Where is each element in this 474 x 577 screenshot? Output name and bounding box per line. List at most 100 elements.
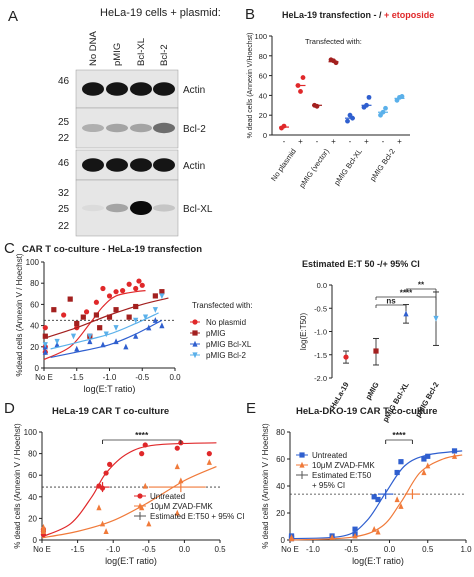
legend-label: Estimated E:T50 xyxy=(312,471,372,480)
data-point xyxy=(142,482,148,489)
y-tick-label: 20 xyxy=(30,343,39,352)
chart-C-left: 0 20 40 60 80 100 -1.5 -1.0 -0.5 0.0 No E log(E:T r… xyxy=(15,244,253,394)
y-tick-label: -0.5 xyxy=(314,304,327,313)
data-point xyxy=(352,526,358,532)
blot-label: Bcl-XL xyxy=(183,204,213,215)
data-point xyxy=(425,462,431,469)
data-point xyxy=(375,528,381,535)
blot-band xyxy=(106,82,128,96)
x-tick-label: -1.5 xyxy=(71,545,85,554)
fit-curve xyxy=(50,319,163,358)
y-tick-label: 100 xyxy=(26,258,40,267)
blot-band xyxy=(130,82,152,96)
legend-label: Estimated E:T50 + 95% CI xyxy=(150,512,245,521)
y-tick-label: 80 xyxy=(28,450,37,459)
x-tick-label-no-e: No E xyxy=(33,545,51,554)
blot-band xyxy=(82,158,104,172)
data-point xyxy=(107,461,113,467)
blot-band xyxy=(153,204,175,212)
data-point xyxy=(174,463,180,470)
data-point xyxy=(126,281,132,287)
estimate-point xyxy=(373,348,379,354)
data-point xyxy=(97,325,103,331)
panel-c-right-title: Estimated E:T 50 -/+ 95% CI xyxy=(302,259,420,269)
y-tick-label: 100 xyxy=(24,428,38,437)
data-point xyxy=(139,282,145,288)
data-point xyxy=(394,469,400,476)
legend-marker xyxy=(299,461,305,468)
data-point xyxy=(136,278,142,284)
blot-band xyxy=(130,201,152,215)
data-point xyxy=(178,477,184,484)
panel-c-title: CAR T co-culture - HeLa-19 transfection xyxy=(22,244,202,255)
mw-label: 46 xyxy=(58,76,70,87)
data-point xyxy=(314,103,320,109)
y-tick-label: 0.0 xyxy=(317,281,327,290)
legend-marker xyxy=(299,452,305,458)
treatment-label: + xyxy=(331,137,336,146)
y-tick-label: 40 xyxy=(28,493,37,502)
x-tick-label: 0.0 xyxy=(384,545,396,554)
data-point xyxy=(383,105,388,111)
data-point xyxy=(142,314,149,321)
data-point xyxy=(146,324,152,331)
x-tick-label-no-e: No E xyxy=(281,545,299,554)
x-tick-label: -1.5 xyxy=(70,373,84,382)
panel-c-legend-title: Transfected with: xyxy=(192,301,253,310)
data-point xyxy=(61,312,67,318)
data-point xyxy=(74,320,80,327)
data-point xyxy=(159,293,165,300)
panel-D-title: HeLa-19 CAR T co-culture xyxy=(52,406,169,417)
legend-label: + 95% CI xyxy=(312,481,345,490)
data-point xyxy=(51,307,57,313)
data-point xyxy=(142,442,148,448)
fit-curve xyxy=(50,312,159,350)
panel-a-letter: A xyxy=(8,8,19,25)
legend-marker xyxy=(192,319,198,325)
y-axis-label: % dead cells (Annexin V/Hoechst) xyxy=(247,33,254,139)
panel-E-title: HeLa-DKO-19 CAR T co-culture xyxy=(296,406,437,417)
y-axis-label: % dead cells (Annexin V / Hoechst) xyxy=(13,423,22,549)
y-tick-label: 40 xyxy=(276,482,285,491)
blot-band xyxy=(82,124,104,132)
chart-D: 0 20 40 60 80 100 -1.5 -1.0 -0.5 0.0 0.5 No E log(E:… xyxy=(13,406,245,566)
fit-curve xyxy=(289,454,463,541)
y-tick-label: 0 xyxy=(33,536,38,545)
data-point xyxy=(298,89,303,94)
chart-C-right: Estimated E:T 50 -/+ 95% CI -2.0 -1.5 -1.0 -… xyxy=(299,259,441,424)
blot-band xyxy=(106,123,128,133)
mw-label: 32 xyxy=(58,188,70,199)
legend-label: 10μM ZVAD-FMK xyxy=(312,461,375,470)
group-label: pMIG Bcl-2 xyxy=(368,147,397,183)
x-axis-label: log(E:T ratio) xyxy=(352,556,404,566)
x-tick-label: -1.0 xyxy=(103,373,117,382)
data-point xyxy=(139,451,145,457)
x-tick-label: 0.0 xyxy=(169,373,181,382)
panel-c-letter: C xyxy=(4,240,15,257)
data-point xyxy=(133,333,139,339)
data-point xyxy=(96,504,102,511)
blot-label: Bcl-2 xyxy=(183,124,206,135)
data-point xyxy=(152,293,158,299)
blot-band xyxy=(106,158,128,172)
data-point xyxy=(40,528,47,534)
y-axis-label: % dead cells (Annexin V / Hoechst) xyxy=(261,423,270,549)
legend-label: No plasmid xyxy=(206,318,246,327)
data-point xyxy=(425,453,431,459)
panel-d-letter: D xyxy=(4,400,15,417)
category-label: pMIG xyxy=(364,380,381,401)
data-point xyxy=(371,526,377,532)
blot-band xyxy=(82,204,104,212)
data-point xyxy=(106,314,113,320)
y-tick-label: -1.0 xyxy=(314,328,327,337)
mw-label: 22 xyxy=(58,133,70,144)
y-tick-label: 80 xyxy=(30,279,39,288)
legend-marker xyxy=(137,502,143,509)
data-point xyxy=(159,322,165,329)
data-point xyxy=(42,348,48,355)
lane-label: Bcl-XL xyxy=(136,38,147,66)
data-point xyxy=(146,520,152,527)
data-point xyxy=(83,309,90,315)
legend-label: Untreated xyxy=(150,492,185,501)
data-point xyxy=(106,293,113,299)
